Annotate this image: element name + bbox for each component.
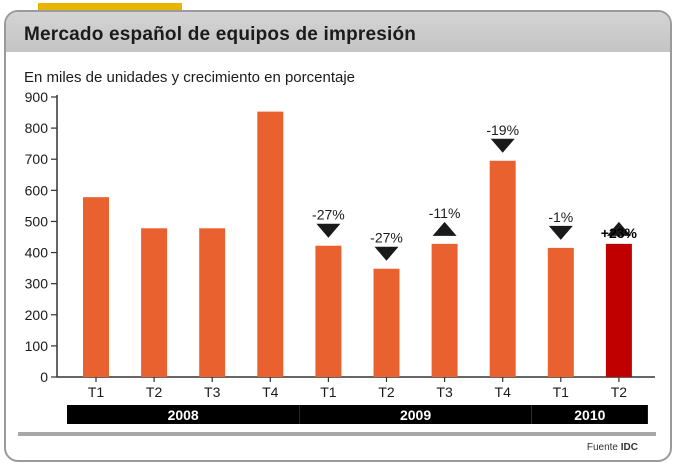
- y-tick-label: 200: [25, 307, 49, 323]
- growth-label: -11%: [429, 205, 461, 221]
- y-tick-label: 400: [25, 245, 49, 261]
- growth-down-arrow: [374, 246, 399, 261]
- growth-down-arrow: [548, 225, 573, 240]
- bar-2: [141, 228, 168, 377]
- x-tick-label: T1: [88, 384, 105, 400]
- bar-5: [315, 245, 342, 377]
- year-band-2008: [67, 405, 300, 424]
- growth-label: -1%: [548, 209, 573, 225]
- bar-10: [605, 243, 632, 377]
- x-tick-label: T4: [495, 384, 512, 400]
- source-label: Fuente: [586, 442, 618, 453]
- y-tick-label: 600: [25, 182, 49, 198]
- y-tick-label: 300: [25, 276, 49, 292]
- growth-label: -27%: [312, 207, 345, 223]
- x-tick-label: T3: [436, 384, 453, 400]
- x-tick-label: T1: [553, 384, 570, 400]
- growth-up-arrow: [606, 221, 631, 236]
- bar-4: [257, 111, 284, 377]
- bar-8: [489, 160, 516, 377]
- title-band: [6, 12, 670, 52]
- y-tick-label: 0: [40, 369, 48, 385]
- x-tick-label: T1: [320, 384, 337, 400]
- y-tick-label: 900: [25, 89, 49, 105]
- bar-1: [83, 197, 109, 377]
- x-tick-label: T4: [262, 384, 279, 400]
- growth-label: -27%: [370, 230, 403, 246]
- source-credit: Fuente IDC: [587, 442, 638, 453]
- y-tick-label: 800: [25, 120, 49, 136]
- bar-7: [431, 243, 458, 377]
- y-tick-label: 100: [25, 338, 49, 354]
- y-tick-label: 500: [25, 213, 49, 229]
- year-label: 2008: [168, 407, 199, 423]
- year-band-2010: [531, 405, 648, 424]
- growth-label: +23%: [601, 225, 638, 241]
- growth-down-arrow: [490, 138, 515, 153]
- x-tick-label: T2: [611, 384, 628, 400]
- x-tick-label: T2: [378, 384, 395, 400]
- chart-subtitle: En miles de unidades y crecimiento en po…: [24, 69, 356, 86]
- year-band-2009: [299, 405, 532, 424]
- x-tick-label: T3: [204, 384, 221, 400]
- bar-6: [373, 268, 400, 377]
- bar-9: [547, 247, 574, 377]
- year-label: 2009: [400, 407, 431, 423]
- year-label: 2010: [574, 407, 605, 423]
- chart-title: Mercado español de equipos de impresión: [24, 24, 417, 45]
- footer-divider: [18, 432, 656, 436]
- bar-3: [199, 228, 226, 377]
- source-name: IDC: [620, 442, 638, 453]
- growth-down-arrow: [316, 223, 341, 238]
- y-tick-label: 700: [25, 151, 49, 167]
- growth-up-arrow: [432, 221, 457, 236]
- x-tick-label: T2: [146, 384, 163, 400]
- growth-label: -19%: [486, 122, 519, 138]
